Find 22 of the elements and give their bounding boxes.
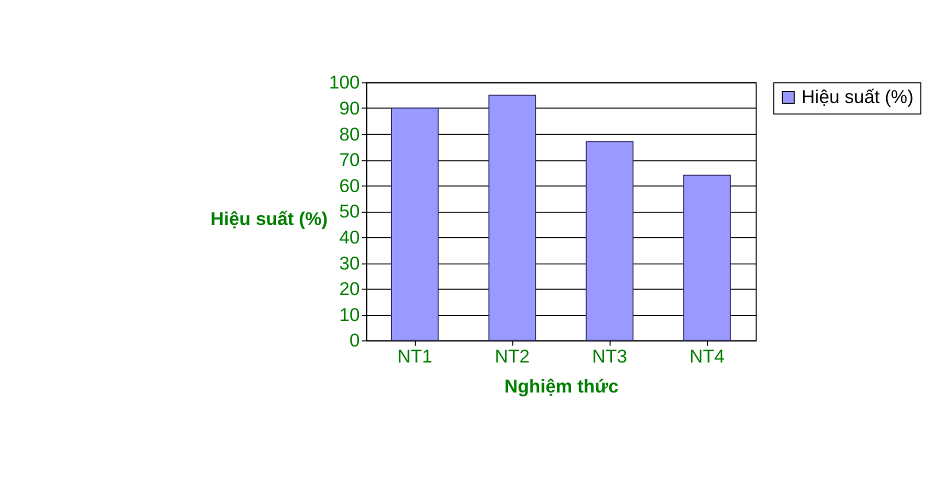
x-axis-title: Nghiệm thức (504, 375, 618, 396)
x-tick-label: NT2 (494, 345, 530, 366)
bar (390, 108, 439, 341)
legend-label: Hiệu suất (%) (801, 86, 914, 108)
x-tick-label: NT1 (397, 345, 432, 366)
bar (683, 174, 731, 341)
y-tick-label: 20 (339, 278, 360, 300)
y-tick-label: 70 (339, 149, 360, 170)
y-tick-label: 60 (339, 174, 360, 196)
y-tick-label: 50 (339, 200, 360, 222)
y-tick-label: 80 (339, 123, 360, 144)
x-tick-label: NT3 (592, 345, 628, 366)
y-tick-label: 10 (339, 304, 360, 325)
y-tick-label: 100 (328, 72, 360, 93)
y-tick-label: 40 (339, 226, 360, 248)
x-tick-label: NT4 (690, 345, 724, 366)
y-tick-label: 30 (339, 252, 360, 274)
y-axis-title: Hiệu suất (%) (210, 208, 328, 229)
y-tick-label: 90 (339, 97, 360, 118)
y-tick-label: 0 (350, 330, 360, 351)
bar (586, 141, 634, 341)
bar (488, 94, 536, 341)
